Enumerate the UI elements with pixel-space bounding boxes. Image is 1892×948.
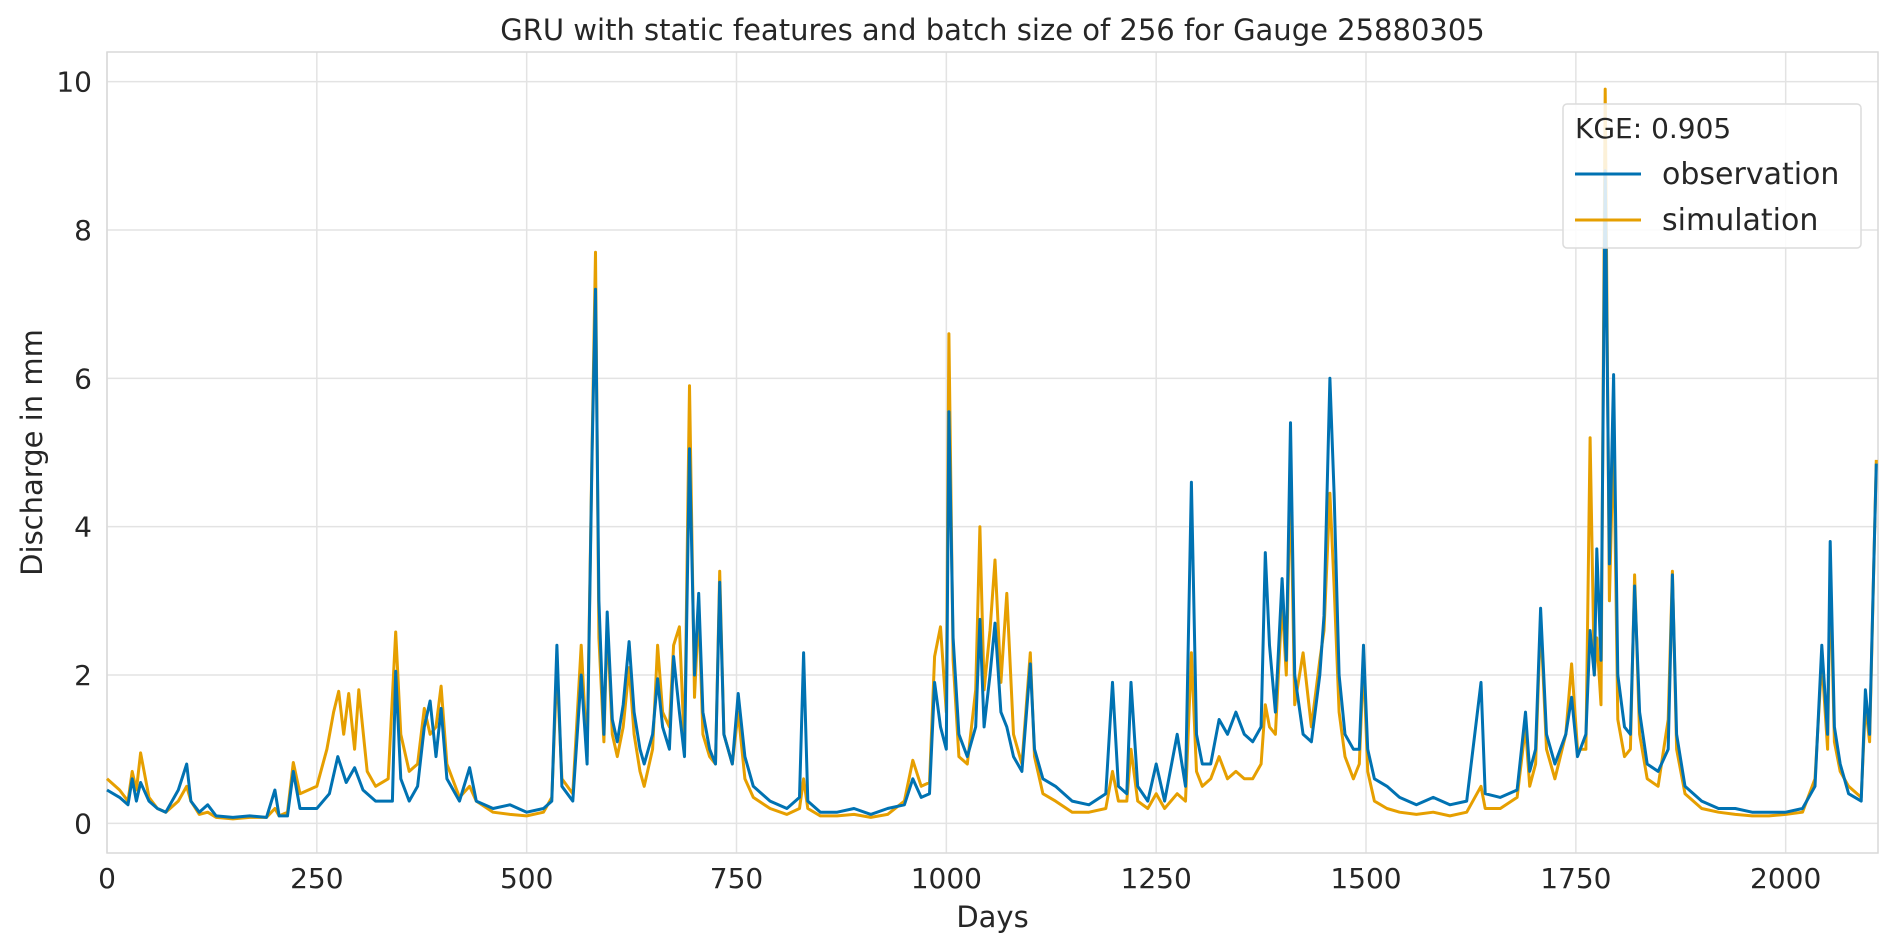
y-tick-labels: 0 2 4 6 8 10 [56, 66, 92, 841]
x-tick-label: 750 [710, 862, 763, 895]
x-tick-label: 0 [98, 862, 116, 895]
x-tick-label: 250 [290, 862, 343, 895]
x-tick-label: 500 [500, 862, 553, 895]
x-tick-label: 1000 [911, 862, 982, 895]
y-tick-label: 10 [56, 66, 92, 99]
x-tick-label: 1500 [1330, 862, 1401, 895]
y-tick-label: 8 [74, 214, 92, 247]
series-line-observation [106, 169, 1878, 819]
x-tick-labels: 0 250 500 750 1000 1250 1500 1750 2000 [98, 862, 1821, 895]
legend-box [1562, 103, 1862, 249]
legend: KGE: 0.905 observation simulation [1562, 103, 1862, 249]
x-tick-label: 1750 [1540, 862, 1611, 895]
x-tick-label: 2000 [1750, 862, 1821, 895]
y-tick-label: 6 [74, 362, 92, 395]
chart-title: GRU with static features and batch size … [500, 13, 1485, 47]
x-tick-label: 1250 [1121, 862, 1192, 895]
y-tick-label: 2 [74, 659, 92, 692]
legend-title: KGE: 0.905 [1575, 112, 1731, 145]
x-axis-label: Days [956, 900, 1028, 934]
y-axis-label: Discharge in mm [15, 329, 49, 576]
legend-label-observation: observation [1662, 157, 1839, 192]
plot-frame [106, 51, 1879, 854]
legend-label-simulation: simulation [1662, 203, 1818, 238]
y-tick-label: 4 [74, 511, 92, 544]
y-tick-label: 0 [74, 807, 92, 840]
series-layer [106, 87, 1878, 821]
